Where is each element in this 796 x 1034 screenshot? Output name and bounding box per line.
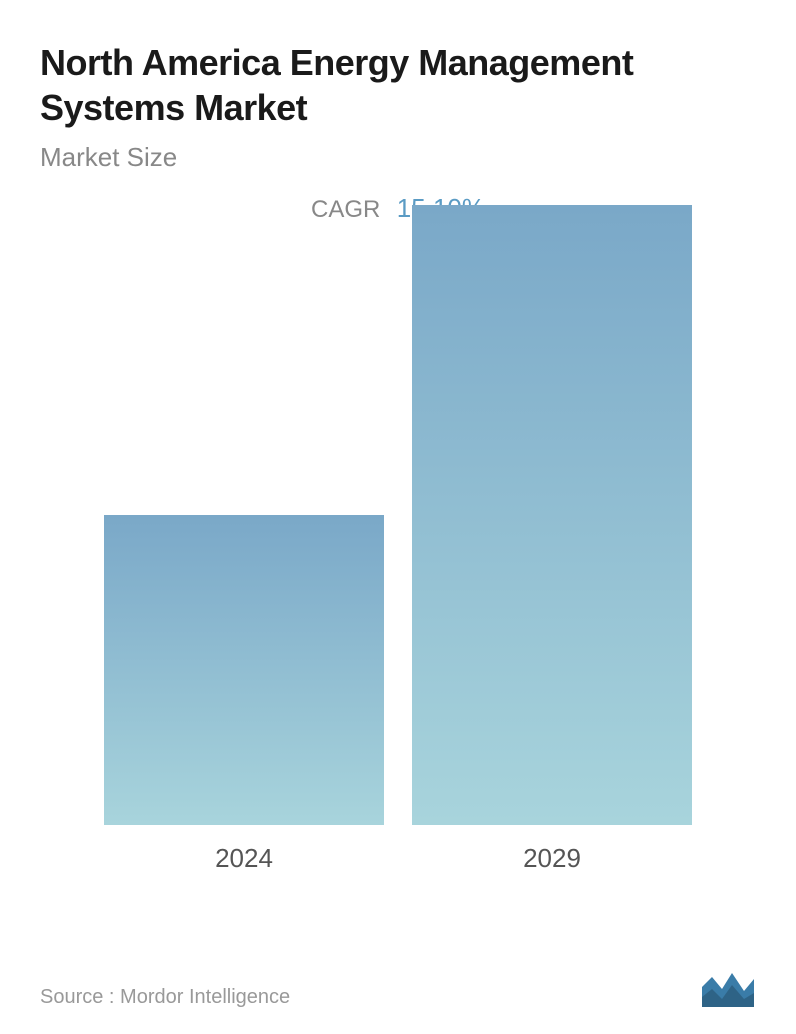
bars-container: 2024 2029 xyxy=(60,254,736,874)
bar-label-1: 2029 xyxy=(523,843,581,874)
source-text: Source : Mordor Intelligence xyxy=(40,986,290,1009)
footer: Source : Mordor Intelligence xyxy=(40,969,756,1009)
bar-1 xyxy=(412,205,692,825)
bar-group-0: 2024 xyxy=(104,515,384,874)
bar-label-0: 2024 xyxy=(215,843,273,874)
chart-title: North America Energy Management Systems … xyxy=(40,40,756,130)
chart-subtitle: Market Size xyxy=(40,142,756,173)
chart-area: 2024 2029 xyxy=(60,254,736,924)
bar-group-1: 2029 xyxy=(412,205,692,874)
bar-0 xyxy=(104,515,384,825)
source-name: Mordor Intelligence xyxy=(120,986,290,1008)
source-label: Source : xyxy=(40,986,114,1008)
cagr-label: CAGR xyxy=(311,196,380,223)
brand-logo-icon xyxy=(700,969,756,1009)
